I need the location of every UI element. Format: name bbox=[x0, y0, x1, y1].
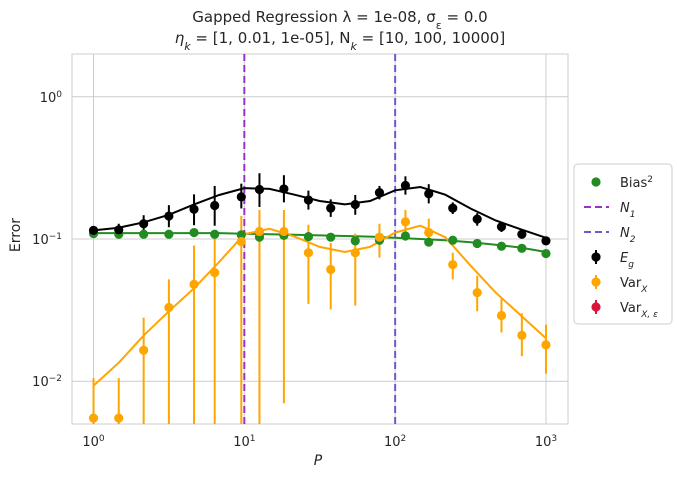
series-2-point bbox=[326, 264, 336, 275]
legend-marker bbox=[591, 177, 601, 187]
legend-label: N1 bbox=[620, 201, 635, 220]
series-2-point bbox=[303, 248, 314, 258]
series-1-point bbox=[236, 192, 246, 202]
legend-marker bbox=[591, 277, 601, 287]
legend: Bias2 N1 N2 Eg VarX VarX, ε bbox=[573, 163, 673, 325]
series-1-point bbox=[303, 195, 314, 205]
series-0-point bbox=[303, 231, 314, 242]
series-1-point bbox=[114, 225, 124, 235]
data-points bbox=[88, 180, 551, 423]
y-tick-label: 10−2 bbox=[32, 374, 62, 390]
y-axis-label: Error bbox=[8, 218, 24, 252]
series-1-point bbox=[472, 214, 482, 224]
series-1-point bbox=[517, 229, 527, 239]
series-1-point bbox=[326, 203, 336, 213]
legend-label: VarX bbox=[620, 276, 648, 295]
legend-marker bbox=[591, 252, 601, 262]
series-2-point bbox=[541, 340, 551, 350]
series-2-point bbox=[448, 260, 458, 270]
plot-area bbox=[71, 53, 569, 425]
series-1-point bbox=[139, 219, 149, 229]
series-0-point bbox=[350, 236, 360, 246]
series-2-point bbox=[210, 268, 220, 278]
series-1-point bbox=[448, 203, 458, 213]
y-tick-label: 10−1 bbox=[32, 232, 62, 248]
series-0-point bbox=[400, 231, 411, 241]
legend-label: VarX, ε bbox=[620, 301, 658, 320]
series-2-point bbox=[139, 345, 149, 355]
series-1-point bbox=[541, 236, 551, 246]
series-0-point bbox=[139, 229, 149, 239]
series-0-point bbox=[189, 227, 199, 238]
series-0-point bbox=[210, 229, 220, 239]
y-tick-labels: 10−2 10−1 100 bbox=[32, 90, 62, 390]
series-0-point bbox=[236, 230, 246, 240]
chart-title-line2: ηk = [1, 0.01, 1e-05], Nk = [10, 100, 10… bbox=[175, 29, 505, 53]
series-0-point bbox=[496, 241, 507, 251]
y-tick-label: 100 bbox=[40, 90, 63, 106]
x-tick-label: 101 bbox=[233, 434, 255, 450]
series-2-point bbox=[279, 226, 289, 237]
series-1-point bbox=[400, 180, 411, 191]
series-2-point bbox=[254, 226, 265, 237]
series-2-point bbox=[164, 302, 174, 313]
series-1-point bbox=[88, 225, 99, 235]
series-1-point bbox=[279, 184, 289, 194]
series-1-point bbox=[164, 211, 174, 221]
x-tick-label: 103 bbox=[535, 434, 557, 450]
series-2-point bbox=[114, 413, 124, 423]
series-2-point bbox=[517, 330, 527, 340]
series-2-point bbox=[189, 279, 199, 289]
series-0-point bbox=[424, 237, 434, 247]
chart-title-line1: Gapped Regression λ = 1e-08, σε = 0.0 bbox=[192, 8, 487, 32]
legend-label: Eg bbox=[620, 251, 634, 270]
series-2-point bbox=[374, 232, 385, 242]
series-0-point bbox=[164, 229, 174, 239]
series-2-point bbox=[88, 413, 99, 423]
series-0-point bbox=[472, 238, 482, 249]
x-tick-label: 100 bbox=[82, 434, 105, 450]
x-tick-label: 102 bbox=[384, 434, 406, 450]
series-1-point bbox=[424, 189, 434, 199]
series-1-point bbox=[210, 200, 220, 211]
series-2-point bbox=[496, 310, 507, 321]
series-0-point bbox=[541, 248, 551, 259]
series-2-point bbox=[472, 287, 482, 298]
legend-marker bbox=[591, 302, 601, 312]
series-2-point bbox=[236, 236, 246, 247]
series-2-point bbox=[350, 248, 360, 258]
vertical-reference-lines bbox=[243, 54, 397, 424]
series-0-point bbox=[326, 232, 336, 242]
series-1-point bbox=[350, 199, 360, 210]
series-2-point bbox=[400, 217, 411, 227]
series-1-point bbox=[254, 184, 265, 195]
series-1-point bbox=[189, 204, 199, 214]
series-1-point bbox=[496, 222, 507, 232]
x-axis-label: P bbox=[314, 453, 323, 469]
series-0-point bbox=[448, 235, 458, 245]
legend-label: Bias2 bbox=[620, 175, 653, 191]
series-1-point bbox=[374, 187, 385, 198]
series-2-point bbox=[424, 227, 434, 238]
x-tick-labels: 100 101 102 103 bbox=[82, 434, 557, 450]
series-0-point bbox=[517, 243, 527, 253]
legend-label: N2 bbox=[620, 226, 636, 245]
